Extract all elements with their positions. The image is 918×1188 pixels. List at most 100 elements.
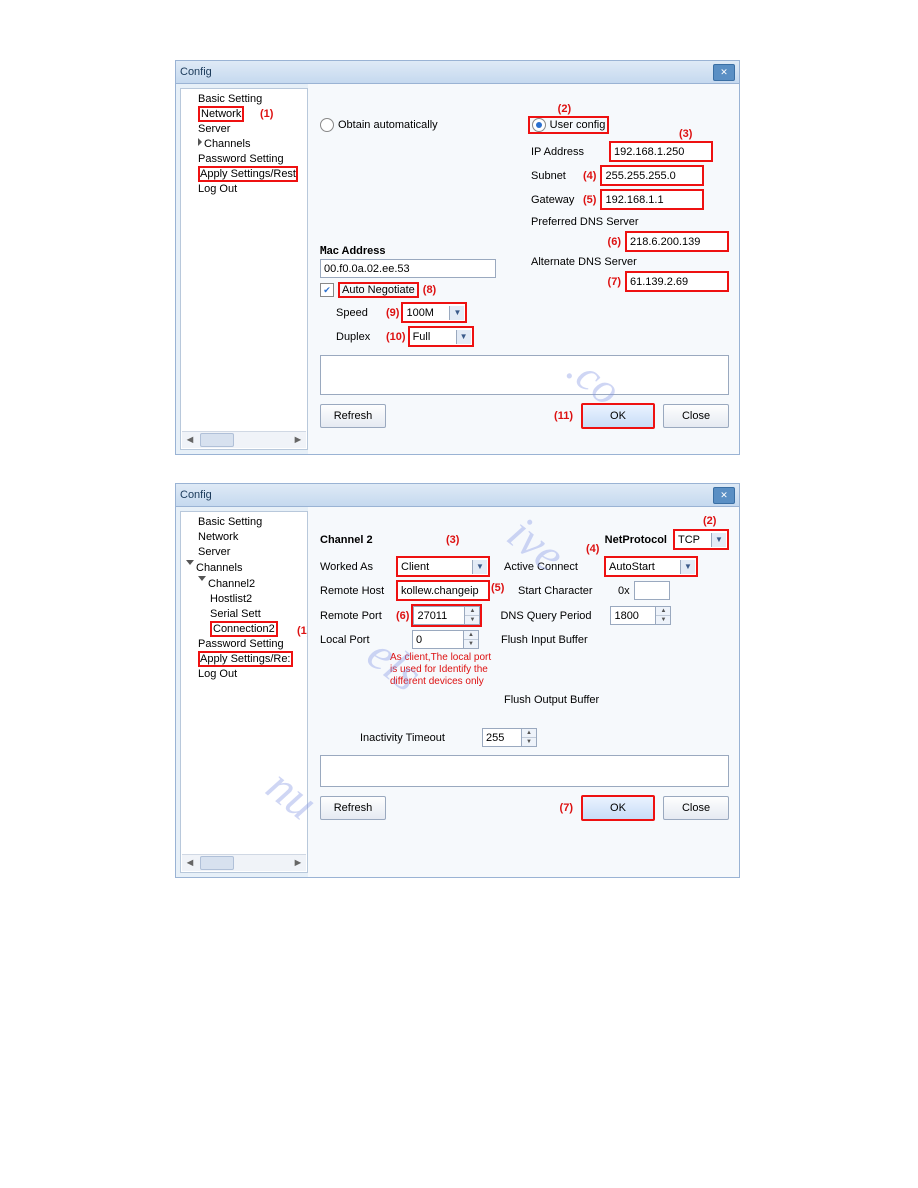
ip-label: IP Address — [531, 146, 609, 158]
annotation-6: (6) — [396, 610, 409, 622]
lport-input[interactable]: 0 — [412, 630, 464, 649]
annotation-4: (4) — [583, 170, 596, 182]
startch-input[interactable] — [634, 581, 670, 600]
annotation-4: (4) — [586, 543, 599, 555]
sidebar-scrollbar[interactable]: ◄► — [182, 854, 306, 871]
adns-label: Alternate DNS Server — [531, 256, 637, 268]
ip-input[interactable]: 192.168.1.250 — [609, 141, 713, 162]
rport-input[interactable]: 27011 — [413, 606, 465, 625]
tree-password[interactable]: Password Setting — [196, 637, 307, 652]
rhost-label: Remote Host — [320, 585, 396, 597]
auto-negotiate-label: Auto Negotiate — [338, 282, 419, 298]
close-button[interactable]: Close — [663, 796, 729, 820]
dns-label: DNS Query Period — [500, 610, 610, 622]
mac-input[interactable]: 00.f0.0a.02.ee.53 — [320, 259, 496, 278]
tree-apply[interactable]: Apply Settings/Rest — [196, 167, 307, 182]
sidebar: Basic Setting Network (1) Server Channel… — [180, 88, 308, 450]
sidebar: Basic Setting Network Server Channels Ch… — [180, 511, 308, 873]
tree-hostlist2[interactable]: Hostlist2 — [208, 592, 307, 607]
annotation-1: (1) — [297, 624, 308, 639]
tree-logout[interactable]: Log Out — [196, 182, 307, 197]
active-select[interactable]: AutoStart▼ — [604, 556, 698, 577]
tree-apply[interactable]: Apply Settings/Re: — [196, 652, 307, 667]
annotation-6: (6) — [608, 236, 621, 248]
tree-server[interactable]: Server — [196, 545, 307, 560]
pdns-input[interactable]: 218.6.200.139 — [625, 231, 729, 252]
active-label: Active Connect — [504, 561, 604, 573]
tree-password[interactable]: Password Setting — [196, 152, 307, 167]
annotation-10: (10) — [386, 331, 406, 343]
speed-label: Speed — [336, 307, 386, 319]
lport-label: Local Port — [320, 634, 412, 646]
client-note: As client,The local port is used for Ide… — [390, 652, 729, 688]
annotation-2: (2) — [703, 515, 716, 527]
annotation-5: (5) — [583, 194, 596, 206]
annotation-9: (9) — [386, 307, 399, 319]
worked-select[interactable]: Client▼ — [396, 556, 490, 577]
window-title: Config — [180, 66, 713, 78]
refresh-button[interactable]: Refresh — [320, 796, 386, 820]
speed-select[interactable]: 100M▼ — [401, 302, 467, 323]
window-title: Config — [180, 489, 713, 501]
refresh-button[interactable]: Refresh — [320, 404, 386, 428]
pdns-label: Preferred DNS Server — [531, 216, 639, 228]
annotation-5: (5) — [491, 582, 504, 594]
config-window-network: Config ✕ Basic Setting Network (1) Serve… — [175, 60, 740, 455]
lport-spinner[interactable]: ▲▼ — [464, 630, 479, 649]
tree-connection2[interactable]: Connection2 — [208, 622, 307, 637]
annotation-3: (3) — [446, 534, 459, 546]
netproto-label: NetProtocol — [605, 534, 667, 546]
inact-label: Inactivity Timeout — [360, 732, 482, 744]
annotation-1: (1) — [260, 107, 273, 122]
gw-label: Gateway — [531, 194, 583, 206]
rhost-input[interactable]: kollew.changeip — [396, 580, 490, 601]
flush-in-label: Flush Input Buffer — [501, 634, 588, 646]
main-panel: ive els nu Channel 2 (3) NetProtocol TCP… — [308, 507, 739, 877]
duplex-select[interactable]: Full▼ — [408, 326, 474, 347]
inact-input[interactable]: 255 — [482, 728, 522, 747]
auto-negotiate-checkbox[interactable] — [320, 283, 334, 297]
tree-basic-setting[interactable]: Basic Setting — [196, 515, 307, 530]
annotation-3: (3) — [679, 128, 692, 140]
obtain-auto-radio[interactable]: Obtain automatically — [320, 116, 438, 134]
channel-title: Channel 2 — [320, 534, 416, 546]
close-icon[interactable]: ✕ — [713, 64, 735, 81]
tree-network[interactable]: Network — [196, 107, 307, 122]
dns-spinner[interactable]: ▲▼ — [656, 606, 671, 625]
worked-label: Worked As — [320, 561, 396, 573]
close-button[interactable]: Close — [663, 404, 729, 428]
gw-input[interactable]: 192.168.1.1 — [600, 189, 704, 210]
rport-label: Remote Port — [320, 610, 396, 622]
tree-server[interactable]: Server — [196, 122, 307, 137]
user-config-radio[interactable]: User config (2) — [528, 116, 610, 134]
message-box — [320, 755, 729, 787]
annotation-8: (8) — [423, 284, 436, 296]
annotation-11: (11) — [554, 410, 573, 422]
ok-button[interactable]: OK — [581, 795, 655, 821]
startch-prefix: 0x — [618, 585, 630, 597]
flush-out-label: Flush Output Buffer — [504, 694, 599, 706]
startch-label: Start Character — [518, 585, 618, 597]
close-icon[interactable]: ✕ — [713, 487, 735, 504]
tree-network[interactable]: Network — [196, 530, 307, 545]
main-panel: .co Obtain automatically User config (2)… — [308, 84, 739, 454]
titlebar: Config ✕ — [176, 484, 739, 507]
message-box — [320, 355, 729, 395]
sidebar-scrollbar[interactable]: ◄► — [182, 431, 306, 448]
rport-spinner[interactable]: ▲▼ — [465, 606, 480, 625]
ok-button[interactable]: OK — [581, 403, 655, 429]
tree-logout[interactable]: Log Out — [196, 667, 307, 682]
config-window-channel: Config ✕ Basic Setting Network Server Ch… — [175, 483, 740, 878]
netproto-select[interactable]: TCP▼ — [673, 529, 729, 550]
dns-input[interactable]: 1800 — [610, 606, 656, 625]
tree-serial[interactable]: Serial Sett — [208, 607, 307, 622]
tree-channels[interactable]: Channels — [184, 560, 307, 576]
subnet-input[interactable]: 255.255.255.0 — [600, 165, 704, 186]
tree-channel2[interactable]: Channel2 — [196, 576, 307, 592]
tree-basic-setting[interactable]: Basic Setting — [196, 92, 307, 107]
tree-channels[interactable]: Channels — [196, 137, 307, 152]
subnet-label: Subnet — [531, 170, 583, 182]
inact-spinner[interactable]: ▲▼ — [522, 728, 537, 747]
duplex-label: Duplex — [336, 331, 386, 343]
annotation-2: (2) — [558, 103, 571, 115]
